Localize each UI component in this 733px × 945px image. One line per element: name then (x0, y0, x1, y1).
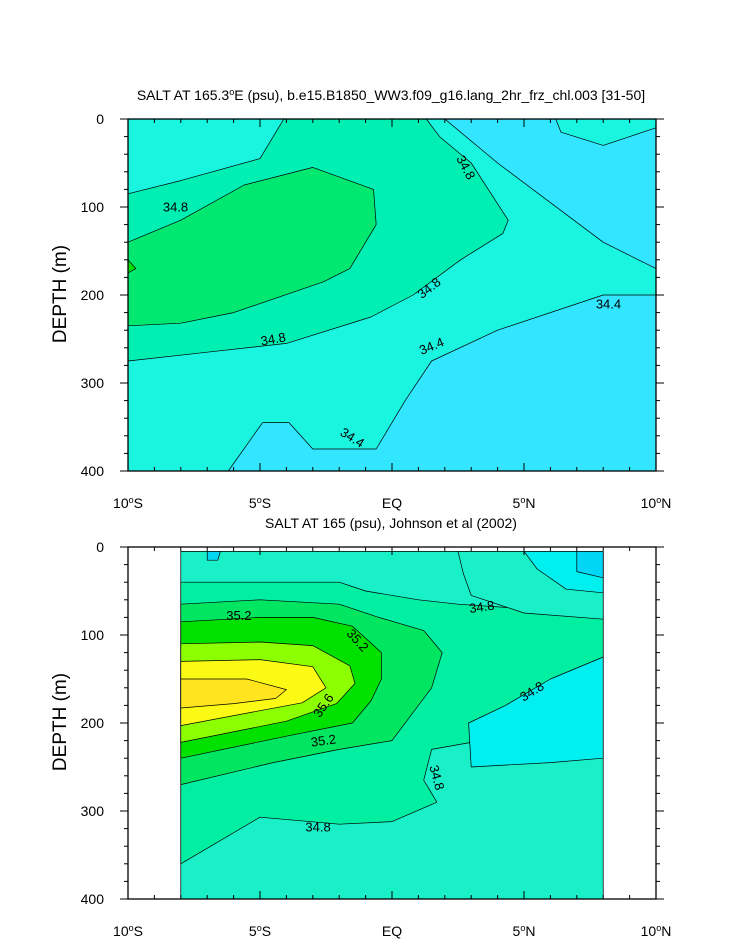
y-tick-label-100: 100 (81, 199, 105, 215)
bottom-panel: SALT AT 165 (psu), Johnson et al (2002) … (50, 515, 671, 939)
y-tick-label-0: 0 (96, 539, 104, 555)
x-tick-label--5: 5oS (249, 923, 271, 939)
y-tick-label-300: 300 (81, 803, 105, 819)
contour-label-3: 34.8 (259, 329, 287, 348)
contour-band-34.2-10-0 (206, 551, 221, 561)
contour-label-4: 34.4 (596, 296, 621, 311)
contour-band-35.8-7-0 (180, 678, 287, 709)
contour-label-0: 34.8 (163, 200, 188, 215)
x-tick-label-0: EQ (382, 495, 402, 511)
contour-band-34.2-10-1 (576, 551, 604, 579)
y-tick-label-200: 200 (81, 287, 105, 303)
contour-band-34.8-3-0 (127, 167, 377, 327)
y-tick-label-300: 300 (81, 375, 105, 391)
x-tick-label-10: 10oN (641, 495, 672, 511)
top-panel-y-axis-label: DEPTH (m) (50, 245, 71, 343)
y-tick-label-100: 100 (81, 627, 105, 643)
bottom-panel-y-axis-label: DEPTH (m) (50, 673, 71, 771)
contour-label-6: 34.8 (426, 763, 447, 791)
contour-label-4: 34.8 (468, 598, 495, 616)
top-panel-title: SALT AT 165.3oE (psu), b.e15.B1850_WW3.f… (137, 87, 645, 103)
x-tick-label-5: 5oN (513, 495, 536, 511)
contour-label-0: 35.2 (226, 608, 251, 623)
x-tick-label-0: EQ (382, 923, 402, 939)
top-panel: SALT AT 165.3oE (psu), b.e15.B1850_WW3.f… (50, 87, 671, 511)
y-tick-label-0: 0 (96, 111, 104, 127)
y-tick-label-400: 400 (81, 463, 105, 479)
x-tick-label--10: 10oS (113, 923, 143, 939)
x-tick-label-5: 5oN (513, 923, 536, 939)
x-tick-label--10: 10oS (113, 495, 143, 511)
x-tick-label--5: 5oS (249, 495, 271, 511)
contour-label-7: 34.8 (305, 819, 330, 834)
y-tick-label-400: 400 (81, 891, 105, 907)
contour-label-3: 35.2 (310, 731, 337, 749)
bottom-panel-title: SALT AT 165 (psu), Johnson et al (2002) (265, 515, 517, 531)
y-tick-label-200: 200 (81, 715, 105, 731)
contour-band-34.4-9-1 (468, 656, 604, 768)
x-tick-label-10: 10oN (641, 923, 672, 939)
